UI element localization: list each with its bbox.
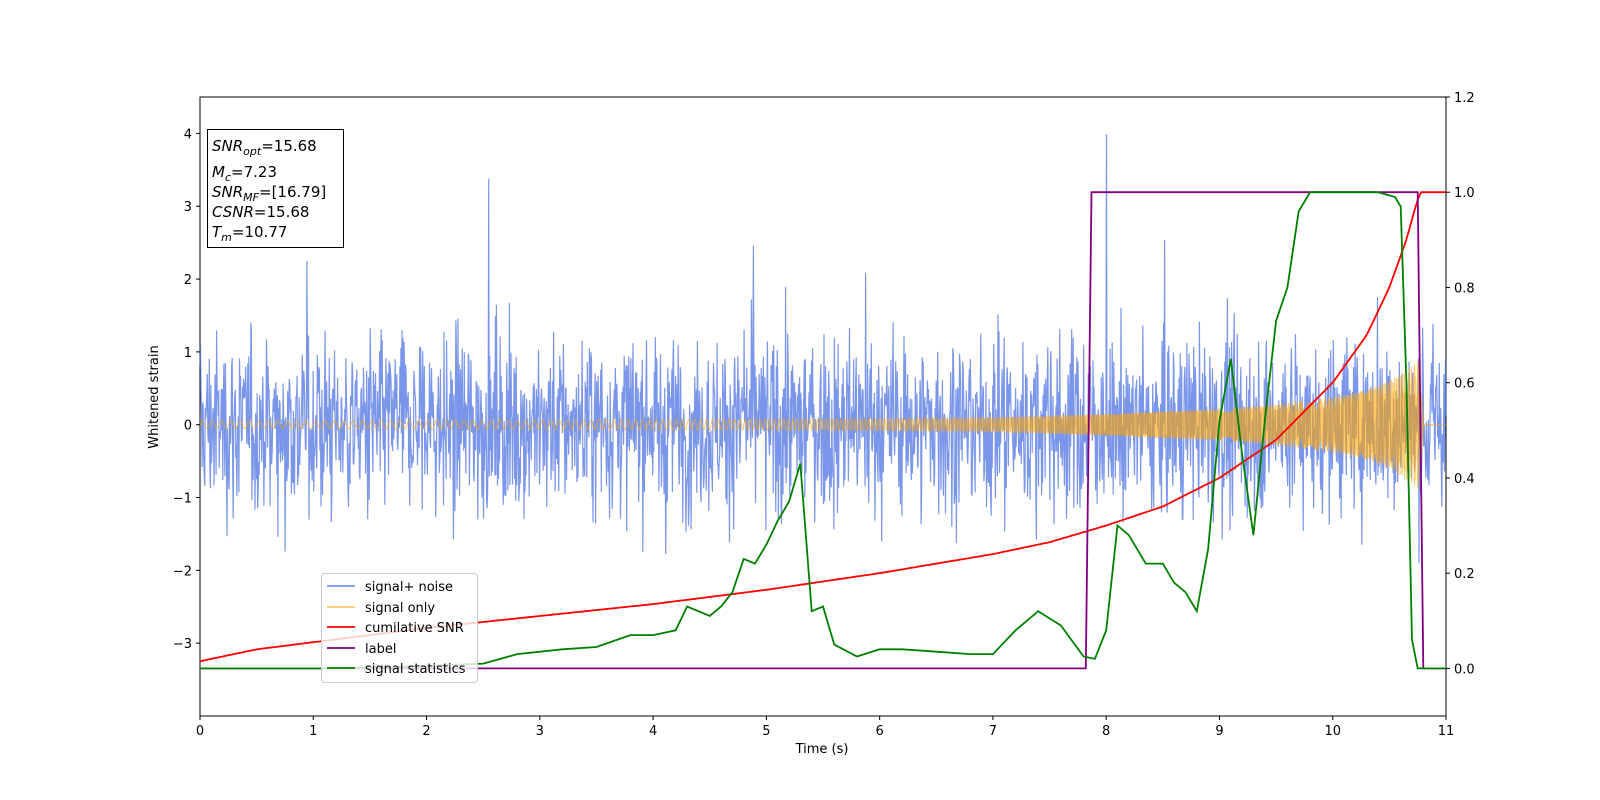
- x-tick-label: 3: [536, 724, 544, 739]
- y-left-tick-label: −3: [173, 637, 192, 652]
- y-right-tick-label: 0.2: [1454, 567, 1475, 582]
- y-right-tick-label: 0.0: [1454, 662, 1475, 677]
- y-left-tick-label: 1: [184, 346, 192, 361]
- series-layer: [199, 134, 1447, 670]
- x-tick-label: 0: [196, 724, 204, 739]
- y-right-tick-label: 1.0: [1454, 186, 1475, 201]
- y-right-tick-label: 1.2: [1454, 91, 1475, 106]
- x-tick-label: 11: [1438, 724, 1455, 739]
- x-axis-label: Time (s): [795, 742, 849, 757]
- legend-label-signal-noise: signal+ noise: [365, 580, 453, 595]
- stats-box: SNRopt=15.68 Mc=7.23 SNRMF=[16.79] CSNR=…: [207, 129, 344, 248]
- y-right-tick-label: 0.4: [1454, 472, 1475, 487]
- stat-tm: Tm=10.77: [212, 223, 287, 244]
- stat-snr-mf: SNRMF=[16.79]: [212, 183, 326, 204]
- y-left-tick-label: −2: [173, 564, 192, 579]
- x-tick-label: 7: [989, 724, 997, 739]
- x-tick-label: 10: [1324, 724, 1341, 739]
- series-signal-statistics: [200, 191, 1446, 670]
- x-tick-label: 1: [309, 724, 317, 739]
- y-left-tick-label: 0: [184, 419, 192, 434]
- legend-label-cumulative-snr: cumilative SNR: [365, 621, 464, 636]
- y-right-tick-label: 0.6: [1454, 377, 1475, 392]
- y-right-tick-label: 0.8: [1454, 281, 1475, 296]
- x-tick-label: 4: [649, 724, 657, 739]
- legend-label-label: label: [365, 642, 396, 657]
- y-axis-label: Whitened strain: [147, 345, 162, 448]
- legend-label-signal-statistics: signal statistics: [365, 662, 466, 677]
- legend: signal+ noise signal only cumilative SNR…: [321, 573, 478, 683]
- x-tick-label: 8: [1102, 724, 1110, 739]
- x-tick-label: 6: [875, 724, 883, 739]
- y-left-tick-label: 3: [184, 200, 192, 215]
- stat-csnr: CSNR=15.68: [212, 203, 309, 221]
- y-left-tick-label: 4: [184, 127, 192, 142]
- y-left-tick-label: −1: [173, 492, 192, 507]
- x-axis-ticks: 0 1 2 3 4 5 6 7 8 9 10 11: [196, 716, 1454, 739]
- stat-snr-opt: SNRopt=15.68: [212, 137, 317, 158]
- series-signal-only: [199, 360, 1446, 489]
- x-tick-label: 2: [422, 724, 430, 739]
- series-signal-noise: [199, 134, 1447, 564]
- y-right-axis-ticks: 0.0 0.2 0.4 0.6 0.8 1.0 1.2: [1446, 91, 1475, 677]
- y-left-tick-label: 2: [184, 273, 192, 288]
- x-tick-label: 5: [762, 724, 770, 739]
- legend-label-signal-only: signal only: [365, 601, 435, 616]
- y-left-axis-ticks: −3 −2 −1 0 1 2 3 4: [173, 127, 200, 652]
- stat-mc: Mc=7.23: [212, 163, 277, 184]
- x-tick-label: 9: [1215, 724, 1223, 739]
